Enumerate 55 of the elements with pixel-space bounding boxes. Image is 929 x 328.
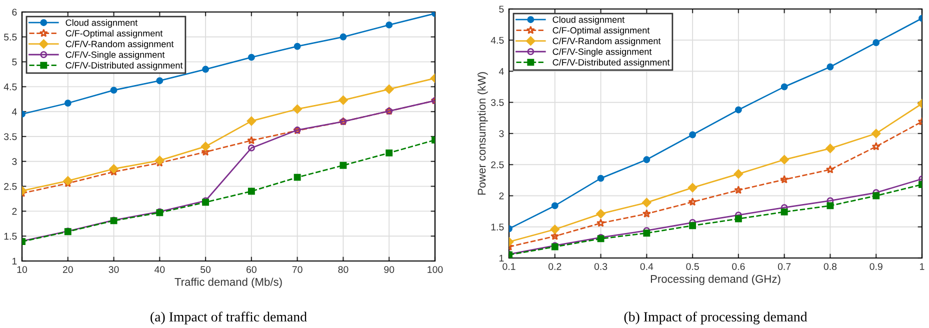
x-tick-label: 0.2 bbox=[548, 263, 562, 270]
y-tick-label: 1.5 bbox=[491, 224, 504, 230]
legend-label: C/F/V-Random assignment bbox=[552, 38, 661, 46]
x-tick-label: 10 bbox=[17, 266, 28, 273]
y-tick-label: 2.5 bbox=[491, 161, 504, 168]
y-tick-label: 2.5 bbox=[4, 183, 17, 190]
x-tick-label: 0.3 bbox=[594, 263, 608, 270]
legend-label: C/F-Optimal assignment bbox=[552, 26, 650, 36]
y-tick-label: 5 bbox=[499, 6, 504, 13]
y-tick-label: 5 bbox=[12, 58, 17, 66]
legend-label: C/F/V-Single assignment bbox=[66, 51, 165, 60]
legend-label: C/F/V-Random assignment bbox=[66, 40, 174, 49]
x-tick-label: 0.1 bbox=[502, 263, 516, 270]
x-tick-label: 30 bbox=[108, 266, 119, 273]
legend-label: C/F-Optimal assignment bbox=[66, 30, 163, 38]
x-tick-label: 0.8 bbox=[824, 263, 837, 270]
y-tick-label: 4.5 bbox=[4, 84, 17, 90]
y-tick-label: 2 bbox=[12, 208, 17, 215]
legend-label: C/F/V-Distributed assignment bbox=[552, 58, 670, 68]
x-tick-label: 50 bbox=[200, 266, 211, 273]
y-tick-label: 3.5 bbox=[490, 99, 504, 106]
x-tick-label: 90 bbox=[384, 266, 394, 273]
x-tick-label: 20 bbox=[62, 266, 73, 273]
x-tick-label: 0.9 bbox=[870, 263, 882, 270]
y-tick-label: 2 bbox=[499, 192, 504, 200]
x-axis-title: Processing demand (GHz) bbox=[650, 274, 780, 286]
x-tick-label: 0.6 bbox=[732, 263, 745, 270]
y-tick-label: 1 bbox=[12, 258, 17, 265]
x-tick-label: 0.7 bbox=[778, 263, 791, 270]
y-tick-label: 1 bbox=[499, 254, 504, 262]
y-tick-label: 6 bbox=[12, 8, 17, 16]
y-tick-label: 1.5 bbox=[4, 232, 17, 240]
x-tick-label: 100 bbox=[428, 266, 443, 273]
y-tick-label: 3 bbox=[499, 130, 504, 138]
legend-label: C/F/V-Distributed assignment bbox=[66, 62, 183, 70]
y-tick-label: 3.5 bbox=[4, 133, 17, 140]
y-tick-label: 3 bbox=[12, 158, 17, 166]
x-tick-label: 80 bbox=[338, 266, 348, 273]
x-axis-title: Traffic demand (Mb/s) bbox=[174, 278, 282, 288]
y-tick-label: 4 bbox=[12, 108, 17, 116]
y-axis-title: Power consumption (kW) bbox=[477, 72, 488, 195]
text: (a) Impact of traffic demand bbox=[150, 312, 307, 324]
y-tick-label: 4.5 bbox=[490, 36, 504, 44]
x-tick-label: 70 bbox=[292, 266, 302, 273]
text: (b) Impact of processing demand bbox=[624, 312, 808, 324]
x-tick-label: 60 bbox=[246, 266, 256, 273]
y-tick-label: 4 bbox=[498, 68, 504, 75]
legend-label: Cloud assignment bbox=[66, 19, 138, 28]
y-tick-label: 5.5 bbox=[4, 34, 17, 41]
legend-label: C/F/V-Single assignment bbox=[552, 48, 652, 57]
x-tick-label: 1 bbox=[920, 263, 924, 270]
x-tick-label: 0.5 bbox=[686, 263, 699, 270]
x-tick-label: 0.4 bbox=[640, 263, 654, 270]
legend-label: Cloud assignment bbox=[552, 16, 625, 25]
x-tick-label: 40 bbox=[154, 266, 165, 273]
